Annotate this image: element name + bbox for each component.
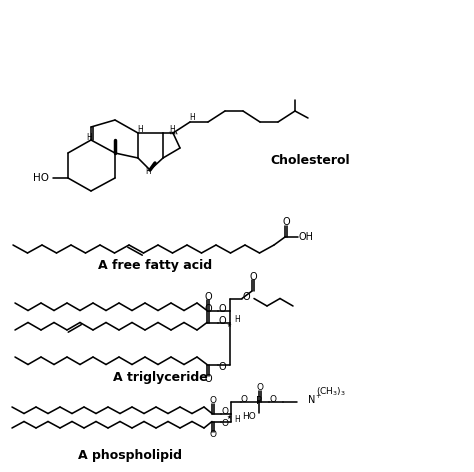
Text: O: O (218, 362, 226, 371)
Text: O: O (282, 217, 290, 227)
Text: H: H (145, 168, 151, 177)
Text: O: O (249, 272, 257, 282)
Text: O: O (210, 430, 217, 439)
Text: (CH$_3$)$_3$: (CH$_3$)$_3$ (316, 385, 346, 398)
Text: O: O (218, 303, 226, 313)
Text: Cholesterol: Cholesterol (270, 153, 350, 167)
Text: ★: ★ (227, 415, 231, 420)
Text: H: H (169, 126, 175, 135)
Text: H: H (86, 133, 92, 142)
Text: H: H (137, 126, 143, 135)
Text: O: O (242, 292, 250, 302)
Text: O: O (270, 395, 276, 404)
Text: O: O (204, 292, 212, 302)
Text: A phospholipid: A phospholipid (78, 448, 182, 462)
Text: O: O (240, 395, 247, 404)
Text: OH: OH (299, 232, 313, 242)
Text: N$^+$: N$^+$ (307, 393, 323, 406)
Text: O: O (204, 374, 212, 385)
Text: A free fatty acid: A free fatty acid (98, 259, 212, 271)
Text: P: P (256, 396, 262, 406)
Text: H: H (189, 113, 195, 123)
Text: ★: ★ (227, 323, 231, 328)
Text: O: O (256, 383, 264, 392)
Text: O: O (221, 419, 228, 428)
Text: HO: HO (242, 412, 256, 421)
Text: H: H (234, 315, 240, 324)
Text: O: O (221, 407, 228, 416)
Text: O: O (204, 303, 212, 313)
Text: HO: HO (33, 173, 49, 183)
Text: O: O (210, 396, 217, 405)
Text: A triglyceride: A triglyceride (113, 371, 207, 385)
Text: H: H (234, 415, 240, 424)
Text: O: O (218, 315, 226, 326)
